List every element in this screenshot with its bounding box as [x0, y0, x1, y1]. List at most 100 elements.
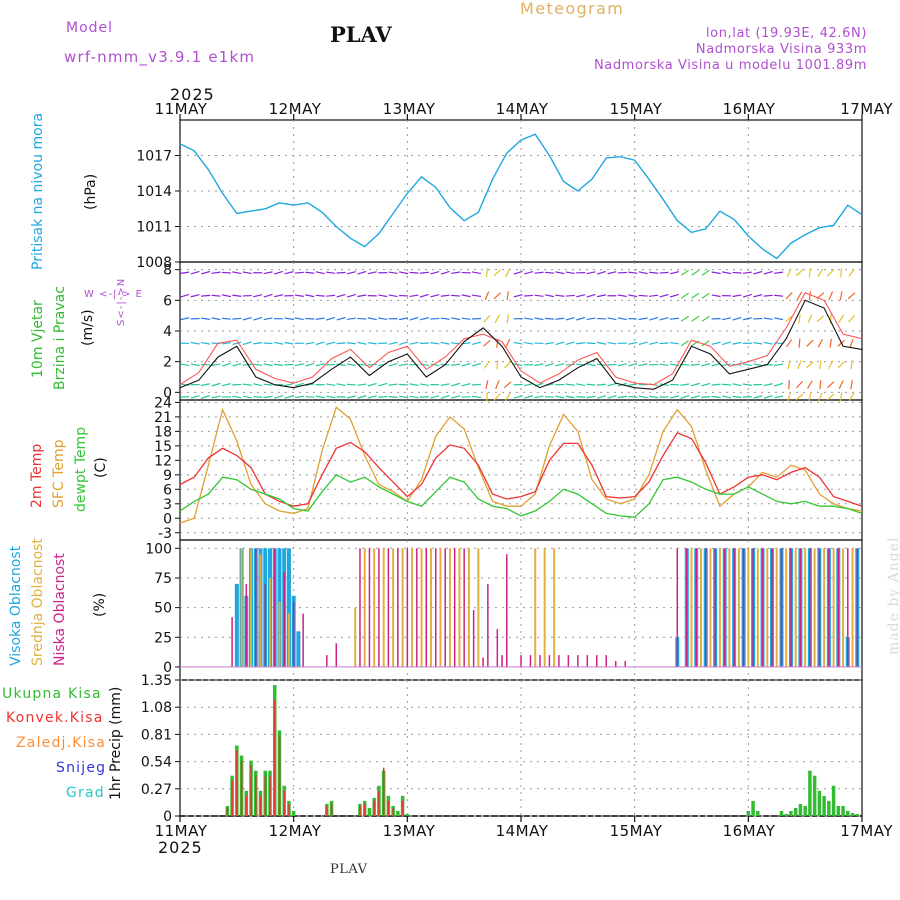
cloud-bar [704, 548, 707, 667]
wind-arrow [294, 294, 304, 297]
wind-arrow [722, 317, 732, 321]
temp-tick-label: 24 [154, 395, 172, 411]
cloud-bar [255, 548, 257, 667]
precip-bar [836, 805, 841, 816]
cloud-bar [558, 655, 560, 667]
cloud-bar [828, 548, 830, 667]
wind-arrow [774, 317, 784, 321]
day-label-bottom: 13MAY [382, 822, 436, 840]
wind-arrow [221, 271, 231, 274]
wind-arrow [690, 363, 700, 366]
cloud-bar [283, 572, 285, 667]
wind-arrow [263, 271, 273, 275]
wind-arrow [596, 341, 607, 345]
wind-arrow [485, 268, 488, 278]
wind-arrow [711, 271, 721, 275]
temp-tick-label: 18 [154, 424, 172, 440]
wind-arrow [294, 317, 304, 321]
cloud-bar [245, 583, 248, 667]
precip-bar [273, 700, 276, 816]
cloud-bar [359, 548, 361, 667]
cloud-bar [742, 548, 745, 667]
cloud-bar [287, 613, 290, 667]
wind-arrow [211, 395, 221, 399]
cloud-bar [378, 548, 380, 667]
precip-bar [359, 805, 361, 816]
wind-arrow [409, 316, 419, 321]
wind-arrow [722, 395, 732, 399]
wind-arrow [827, 393, 835, 401]
day-label-top: 12MAY [268, 100, 322, 118]
wind-arrow [669, 293, 679, 298]
wind-arrow [659, 293, 669, 298]
precip-bar [812, 775, 817, 816]
wind-arrow [253, 396, 263, 398]
wind-arrow [565, 316, 575, 321]
wind-arrow [180, 396, 190, 398]
wind-arrow [346, 363, 356, 367]
temp-tick-label: 21 [154, 410, 172, 426]
cloud-bar [477, 548, 480, 667]
wind-arrow [806, 339, 814, 347]
wind-arrow [273, 341, 284, 345]
temp-tick-label: 3 [163, 497, 172, 513]
cloud-bar [292, 601, 295, 667]
wind-arrow [628, 341, 638, 345]
wind-arrow [326, 383, 336, 387]
cloud-bar [548, 655, 551, 667]
precip-frame [179, 679, 863, 817]
wind-arrow [513, 270, 523, 275]
day-label-top: 15MAY [609, 100, 663, 118]
precip-legend-freezing: Zaledj.Kisa [16, 735, 107, 751]
wind-arrow [357, 395, 367, 399]
wind-arrow [180, 271, 190, 274]
wind-arrow [711, 294, 721, 298]
wind-arrow [701, 382, 711, 387]
dewpoint-line [179, 473, 863, 518]
wind-arrow [840, 392, 843, 402]
wind-arrow [597, 270, 606, 275]
wind-arrow [336, 383, 346, 387]
wind-arrow [617, 317, 627, 321]
cloud-bar [264, 583, 266, 667]
wind-arrow [742, 271, 752, 274]
cloud-tick-label: 0 [163, 660, 172, 676]
wind-arrow [691, 340, 700, 347]
precip-bar [326, 805, 328, 816]
wind-arrow [774, 294, 784, 297]
wind-arrow [284, 271, 294, 275]
cloud-bar [686, 548, 688, 667]
wind-arrow [711, 362, 721, 367]
wind-arrow [555, 271, 565, 275]
wind-arrow [430, 270, 440, 275]
cloud-bar [605, 655, 607, 667]
cloud-bar [733, 548, 735, 667]
wind-arrow [336, 316, 346, 321]
wind-arrow [357, 270, 367, 275]
wind-arrow [607, 395, 617, 399]
precip-bar [387, 800, 390, 816]
wind-arrow [409, 271, 419, 274]
wind-arrow [357, 363, 367, 366]
cloud-bar [487, 583, 489, 667]
wind-arrow [534, 395, 544, 399]
wind-arrow [253, 363, 263, 366]
wind-arrow [524, 341, 534, 345]
cloud-tick-label: 75 [154, 571, 172, 587]
precip-bar [255, 775, 257, 816]
wind-arrow [409, 294, 419, 298]
wind-arrow [399, 317, 409, 321]
cloud-tick-label: 100 [145, 541, 172, 557]
wind-arrow [505, 338, 511, 348]
wind-arrow [628, 383, 638, 386]
wind-arrow [732, 294, 742, 298]
wind-arrow [388, 395, 398, 398]
wind-arrow [242, 317, 252, 321]
wind-arrow [659, 316, 669, 321]
cloud-bar [392, 548, 395, 667]
cloud-bar [411, 548, 414, 667]
wind-arrow [753, 363, 763, 367]
wind-arrow [649, 341, 659, 345]
cloud-bar [837, 548, 840, 667]
wind-arrow [242, 383, 252, 386]
